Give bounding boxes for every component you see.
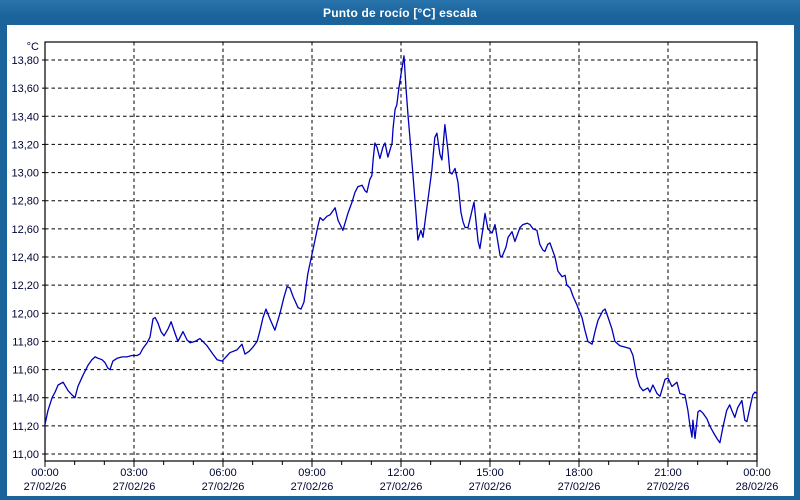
x-tick-date-label: 27/02/26 (558, 481, 601, 493)
y-tick-label: 13,60 (11, 83, 39, 95)
x-tick-time-label: 18:00 (565, 467, 593, 479)
axis-ticks (42, 59, 758, 467)
x-tick-time-label: 03:00 (120, 467, 148, 479)
y-tick-label: 12,80 (11, 196, 39, 208)
x-tick-date-label: 27/02/26 (647, 481, 690, 493)
y-tick-label: 11,40 (12, 393, 39, 405)
y-tick-label: 13,20 (11, 139, 39, 151)
x-tick-time-label: 00:00 (743, 467, 771, 479)
page-title: Punto de rocío [°C] escala (322, 5, 478, 20)
y-tick-label: 12,60 (11, 224, 39, 236)
x-tick-date-label: 27/02/26 (380, 481, 423, 493)
x-tick-time-label: 00:00 (31, 467, 59, 479)
y-tick-label: 13,80 (11, 55, 39, 67)
x-tick-time-label: 12:00 (387, 467, 415, 479)
y-tick-label: 11,80 (12, 336, 39, 348)
y-axis-unit-label: °C (27, 41, 39, 53)
gridlines (45, 42, 757, 461)
x-tick-time-label: 06:00 (209, 467, 237, 479)
x-tick-date-label: 27/02/26 (291, 481, 334, 493)
x-tick-time-label: 09:00 (298, 467, 326, 479)
x-tick-date-label: 28/02/26 (736, 481, 779, 493)
x-tick-date-label: 27/02/26 (202, 481, 245, 493)
y-tick-label: 11,60 (12, 365, 39, 377)
y-tick-label: 13,40 (11, 111, 39, 123)
y-tick-label: 11,20 (12, 421, 39, 433)
x-tick-date-label: 27/02/26 (24, 481, 67, 493)
y-tick-label: 13,00 (11, 168, 39, 180)
title-bar: Punto de rocío [°C] escala (0, 0, 800, 25)
x-tick-time-label: 21:00 (654, 467, 682, 479)
x-tick-time-label: 15:00 (476, 467, 504, 479)
series-line (44, 55, 758, 444)
plot-frame (44, 41, 758, 462)
y-tick-label: 12,20 (11, 280, 39, 292)
y-tick-label: 12,40 (11, 252, 39, 264)
y-tick-label: 11,00 (12, 449, 39, 461)
axis-labels: 11,00 11,20 11,40 11,60 11,80 12,00 12,20 12,40… (11, 41, 778, 493)
x-tick-date-label: 27/02/26 (469, 481, 512, 493)
x-tick-date-label: 27/02/26 (113, 481, 156, 493)
y-tick-label: 12,00 (11, 308, 39, 320)
